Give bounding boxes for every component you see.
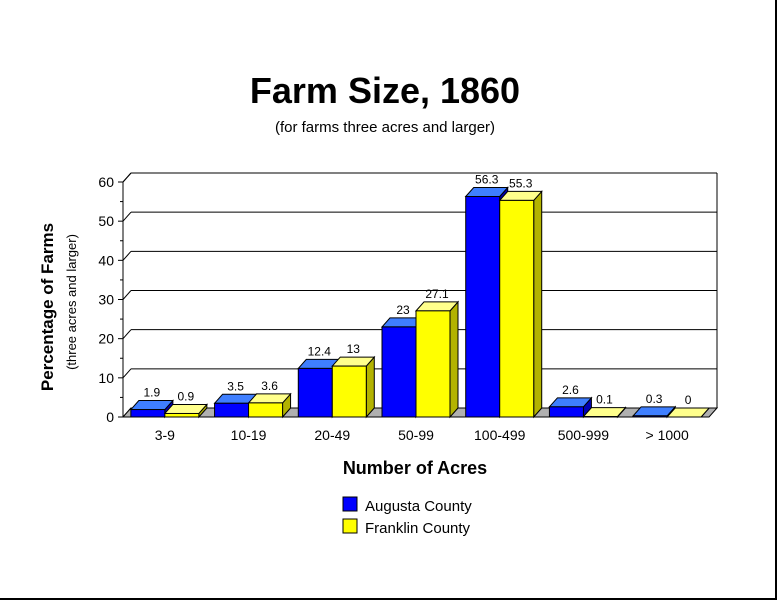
data-label: 55.3 — [509, 176, 533, 190]
x-tick-label: 500-999 — [558, 427, 610, 443]
x-tick-label: 20-49 — [314, 427, 350, 443]
gridline-side — [122, 329, 132, 339]
bar-top — [548, 397, 593, 408]
bar — [415, 310, 451, 418]
y-tick-label: 10 — [98, 370, 114, 386]
legend: Augusta County Franklin County — [342, 496, 472, 537]
data-label: 1.9 — [144, 386, 161, 400]
bar — [248, 402, 284, 418]
plot-corner-line — [122, 172, 132, 183]
bar-side — [365, 355, 375, 419]
x-tick-label: 3-9 — [155, 427, 175, 443]
bar — [331, 365, 367, 418]
bar — [381, 326, 417, 418]
data-label: 23 — [396, 303, 410, 317]
y-tick-label: 40 — [98, 252, 114, 268]
y-tick-label: 20 — [98, 331, 114, 347]
bar-top — [666, 407, 711, 418]
data-label: 13 — [347, 342, 361, 356]
data-label: 12.4 — [308, 344, 332, 358]
chart-subtitle: (for farms three acres and larger) — [275, 119, 495, 136]
gridline-side — [122, 290, 132, 300]
bar-top — [331, 356, 376, 367]
data-label: 0.3 — [646, 392, 663, 406]
bar-top — [582, 407, 627, 418]
x-tick-label: 50-99 — [398, 427, 434, 443]
bar — [548, 406, 584, 418]
x-tick-label: 100-499 — [474, 427, 526, 443]
gridline-side — [122, 368, 132, 379]
data-label: 2.6 — [562, 383, 579, 397]
bar-top — [464, 186, 509, 197]
data-label: 0.1 — [596, 393, 613, 407]
bar — [164, 412, 200, 418]
data-label: 27.1 — [425, 287, 449, 301]
data-label: 0 — [685, 393, 692, 407]
data-label: 0.9 — [178, 389, 195, 403]
legend-swatch-augusta — [342, 496, 358, 512]
gridline-side — [122, 251, 132, 261]
legend-label-franklin: Franklin County — [365, 520, 471, 537]
bar-side — [533, 190, 543, 419]
bar-top — [129, 400, 174, 411]
y-axis-title: Percentage of Farms — [38, 223, 57, 391]
x-tick-label: 10-19 — [231, 427, 267, 443]
y-tick-label: 0 — [106, 409, 114, 425]
y-tick-label: 50 — [98, 213, 114, 229]
data-label: 3.6 — [261, 379, 278, 393]
x-axis-title: Number of Acres — [343, 458, 487, 478]
bar-side — [449, 300, 459, 419]
data-label: 3.5 — [227, 379, 244, 393]
bar — [499, 199, 535, 418]
y-tick-label: 60 — [98, 174, 114, 190]
bar-top — [414, 301, 460, 312]
y-axis-subtitle: (three acres and larger) — [64, 234, 79, 370]
bar-top — [498, 190, 543, 201]
bar — [214, 402, 250, 418]
x-tick-label: > 1000 — [646, 427, 689, 443]
plot-area: 0 10 20 30 40 50 60 1.9 0.9 3-9 3.5 3.6 10-19 12.4 13 2… — [98, 172, 719, 443]
y-tick-label: 30 — [98, 292, 114, 308]
bar — [297, 367, 333, 418]
legend-swatch-franklin — [342, 518, 358, 534]
gridline-side — [122, 211, 132, 222]
data-label: 56.3 — [475, 172, 499, 186]
bar — [130, 409, 166, 418]
chart-title: Farm Size, 1860 — [250, 70, 520, 111]
bar-top — [163, 403, 208, 414]
bar — [465, 195, 501, 418]
bar-top — [247, 393, 292, 404]
legend-label-augusta: Augusta County — [365, 498, 472, 515]
